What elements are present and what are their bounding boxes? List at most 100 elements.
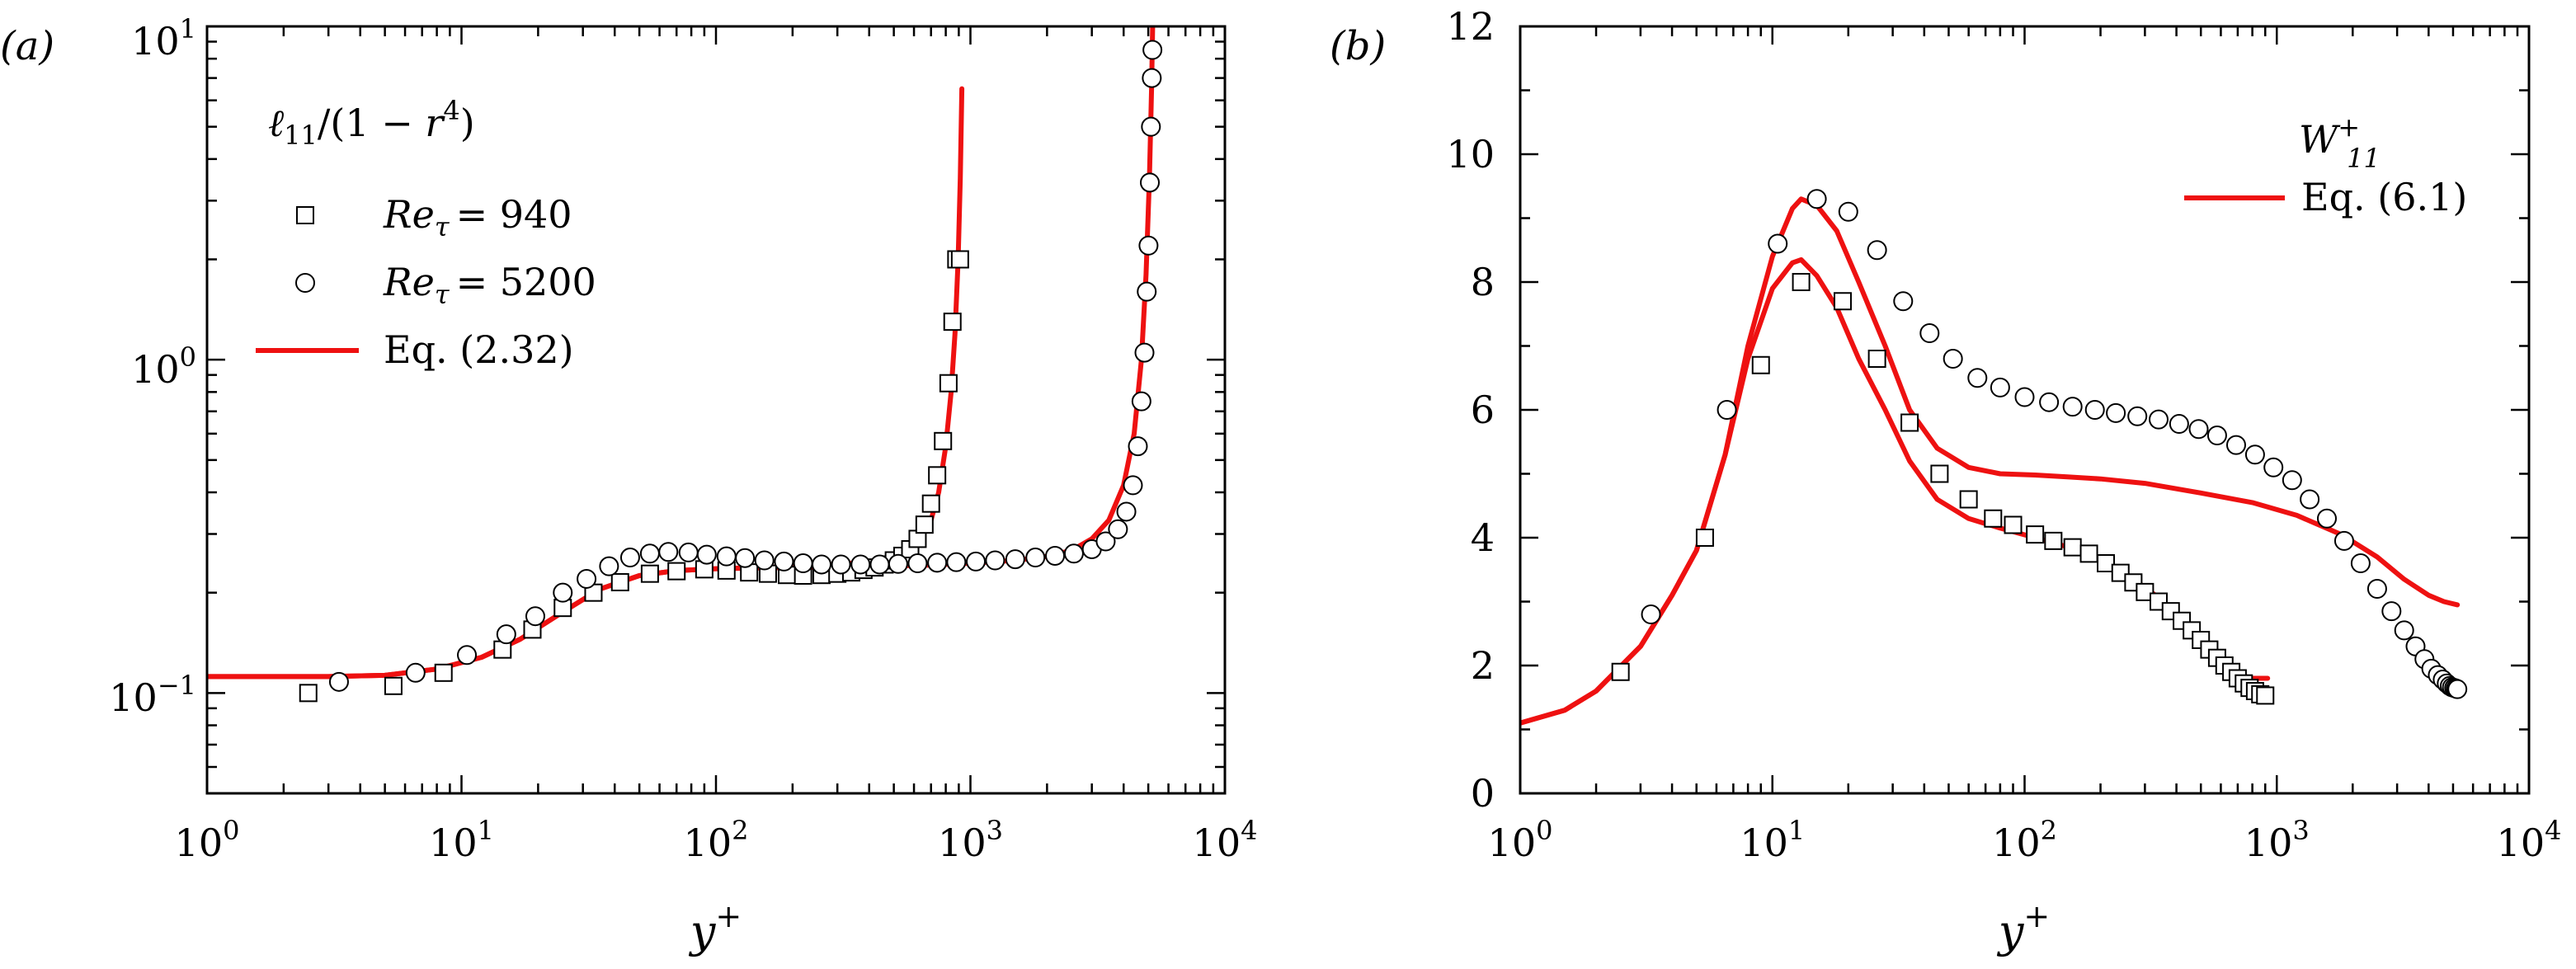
circle-data-point [1128,436,1148,457]
legend-circle-marker [295,273,315,293]
panel-b-legend-heading: W+ 11 [2299,111,2381,174]
panel-b-plot-area [1520,189,2468,726]
panel-a-xtick-label: 101 [429,815,494,865]
square-data-point [934,431,953,450]
circle-data-point [2366,579,2387,599]
panel-b-ytick-label: 12 [1446,4,1495,49]
panel-b-ytick-label: 10 [1446,132,1495,176]
panel-b-xlabel: y+ [1997,898,2050,957]
circle-data-point [774,551,794,572]
panel-a-xtick-label: 100 [175,815,240,865]
circle-data-point [2263,457,2284,477]
panel-a-ytick-label: 10−1 [109,670,196,720]
circle-data-point [1025,548,1046,568]
square-data-point [2097,554,2116,572]
circle-data-point [869,554,890,575]
panel-b-xtick-label: 104 [2497,815,2562,865]
circle-data-point [2206,426,2227,445]
circle-data-point [2188,419,2209,440]
series-line [1520,196,2461,726]
circle-data-point [1768,233,1788,254]
panel-b-ytick-label: 6 [1471,388,1495,432]
circle-data-point [577,568,597,589]
circle-data-point [1990,377,2010,397]
square-data-point [939,374,958,393]
circle-data-point [2316,508,2337,529]
circle-data-point [888,553,908,574]
square-data-point [1959,490,1978,509]
panel-b-ticks [1520,26,2529,793]
panel-b-ytick-label: 0 [1471,771,1495,816]
panel-b-ytick-label: 4 [1471,515,1495,560]
circle-data-point [831,554,851,575]
square-data-point [915,515,934,534]
square-data-point [1984,509,2003,528]
circle-data-point [678,542,699,562]
circle-data-point [1139,172,1160,193]
circle-data-point [658,542,679,562]
square-data-point [2044,531,2063,550]
circle-data-point [1138,235,1159,256]
square-data-point [2136,582,2155,601]
circle-data-point [2127,406,2148,426]
circle-data-point [2282,470,2302,491]
circle-data-point [1838,201,1858,222]
panel-b-ytick-label: 8 [1471,260,1495,304]
circle-data-point [735,548,756,568]
circle-data-point [850,554,871,575]
panel-a-label: (a) [0,23,54,69]
square-data-point [1792,273,1811,291]
panel-b: (b) 100 101 102 103 104 0 2 4 6 8 10 12 … [1330,4,2561,957]
circle-data-point [812,554,832,575]
circle-data-point [793,553,813,574]
panel-a-xtick-label: 102 [684,815,749,865]
circle-data-point [1045,545,1066,566]
circle-data-point [2169,414,2189,435]
circle-data-point [328,671,349,692]
circle-data-point [639,543,660,564]
circle-data-point [1108,519,1128,539]
circle-data-point [754,550,775,571]
circle-data-point [2350,553,2371,573]
circle-data-point [985,550,1005,571]
circle-data-point [405,662,426,683]
panel-b-plot-frame [1519,25,2531,795]
circle-data-point [1063,543,1084,564]
square-data-point [943,313,962,332]
circle-data-point [1134,342,1155,363]
square-data-point [384,676,403,695]
panel-a-legend-heading: ℓ11/(1 − r4) [268,95,475,151]
panel-a-ticks [207,26,1225,793]
panel-a-series [207,26,1163,703]
panel-b-legend-entry-eq: Eq. (6.1) [2301,175,2467,219]
legend-square-marker [296,206,314,224]
panel-b-xtick-label: 100 [1488,815,1553,865]
circle-data-point [1142,68,1162,88]
circle-data-point [2148,409,2169,430]
panel-a-xtick-label: 104 [1193,815,1258,865]
square-data-point [950,250,969,269]
square-data-point [2079,544,2098,563]
square-data-point [1930,464,1949,483]
circle-data-point [1142,40,1163,60]
panel-a-legend-entry-5200: Reτ = 5200 [383,260,596,310]
circle-data-point [457,645,478,666]
panel-a-plot-area [207,26,1163,703]
circle-data-point [716,546,737,567]
circle-data-point [553,582,573,603]
square-data-point [1833,292,1852,311]
square-data-point [1867,350,1886,368]
circle-data-point [1893,291,1914,312]
panel-a-plot-frame [205,25,1227,795]
panel-a-xlabel: y+ [689,898,742,957]
circle-data-point [1116,501,1137,522]
circle-data-point [1141,116,1161,137]
square-data-point [2256,686,2275,705]
circle-data-point [927,553,948,573]
circle-data-point [1717,400,1737,420]
panel-a-ytick-label: 101 [131,13,196,64]
circle-data-point [946,552,967,572]
circle-data-point [696,544,717,565]
square-data-point [1695,529,1714,547]
square-data-point [2026,525,2045,544]
